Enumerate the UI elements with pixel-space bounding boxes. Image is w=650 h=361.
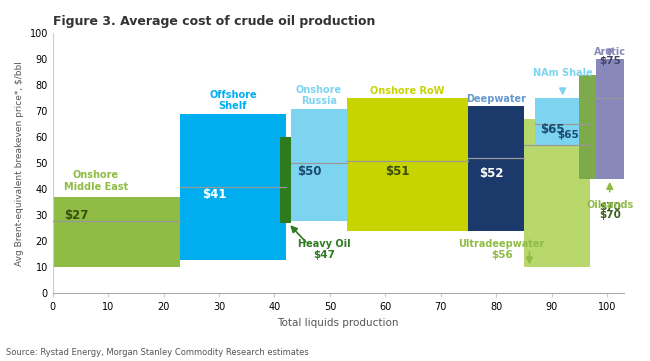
Text: Deepwater: Deepwater — [466, 93, 526, 104]
Text: Onshore
Middle East: Onshore Middle East — [64, 170, 128, 192]
Bar — [346, 98, 469, 231]
Text: $75: $75 — [599, 56, 621, 66]
X-axis label: Total liquids production: Total liquids production — [278, 318, 399, 328]
Bar — [53, 197, 180, 268]
Text: NAm Shale: NAm Shale — [533, 68, 593, 78]
Bar — [579, 75, 618, 179]
Bar — [291, 109, 346, 221]
Text: Figure 3. Average cost of crude oil production: Figure 3. Average cost of crude oil prod… — [53, 15, 375, 28]
Text: $27: $27 — [64, 209, 88, 222]
Text: Ultradeepwater: Ultradeepwater — [458, 239, 545, 249]
Text: $47: $47 — [313, 249, 335, 260]
Bar — [596, 59, 623, 179]
Bar — [180, 114, 285, 260]
Text: $52: $52 — [480, 167, 504, 180]
Text: Offshore
Shelf: Offshore Shelf — [209, 90, 257, 111]
Text: $65: $65 — [540, 123, 565, 136]
Bar — [469, 106, 524, 231]
Text: Onshore RoW: Onshore RoW — [370, 86, 445, 96]
Text: Arctic: Arctic — [593, 47, 626, 57]
Text: $70: $70 — [599, 203, 621, 212]
Text: Oilsands: Oilsands — [586, 200, 633, 210]
Text: Onshore
Russia: Onshore Russia — [296, 84, 342, 106]
Text: Heavy Oil: Heavy Oil — [298, 239, 350, 249]
Text: Source: Rystad Energy, Morgan Stanley Commodity Research estimates: Source: Rystad Energy, Morgan Stanley Co… — [6, 348, 309, 357]
Text: $65: $65 — [557, 130, 579, 140]
Text: $70: $70 — [599, 210, 621, 220]
Y-axis label: Avg Brent-equivalent breakeven price*, $/bbl: Avg Brent-equivalent breakeven price*, $… — [15, 61, 24, 266]
Bar — [535, 98, 590, 145]
Bar — [524, 119, 590, 268]
Text: $56: $56 — [491, 249, 513, 260]
Bar — [280, 137, 291, 223]
Text: $51: $51 — [385, 165, 410, 178]
Text: $41: $41 — [202, 188, 227, 201]
Text: $50: $50 — [296, 165, 321, 178]
